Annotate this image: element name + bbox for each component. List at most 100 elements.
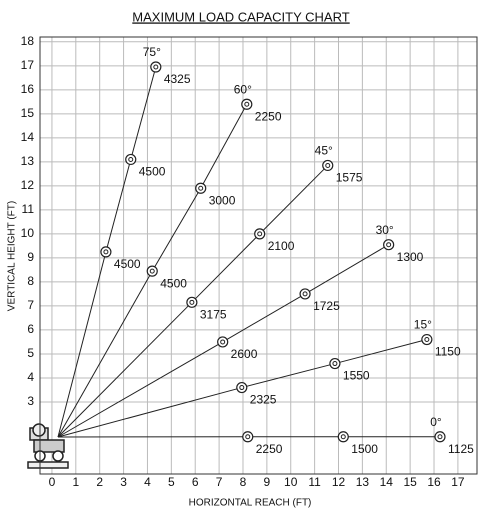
point-ring [187, 297, 197, 307]
chart-title: MAXIMUM LOAD CAPACITY CHART [132, 9, 349, 24]
y-tick-label: 10 [21, 226, 35, 240]
angle-label: 15° [414, 318, 432, 332]
point-ring [255, 229, 265, 239]
x-tick-label: 15 [403, 475, 417, 489]
point [237, 383, 247, 393]
point [255, 229, 265, 239]
point [300, 289, 310, 299]
x-tick-label: 14 [380, 475, 394, 489]
point [101, 247, 111, 257]
x-tick-label: 5 [168, 475, 175, 489]
x-tick-label: 3 [120, 475, 127, 489]
point-ring [323, 160, 333, 170]
y-tick-label: 18 [21, 34, 35, 48]
load-label: 1500 [351, 442, 378, 456]
angle-label: 75° [143, 45, 161, 59]
y-tick-label: 15 [21, 106, 35, 120]
load-label: 2100 [268, 239, 295, 253]
point [196, 183, 206, 193]
x-tick-label: 13 [356, 475, 370, 489]
load-label: 3000 [209, 193, 236, 207]
load-label: 2325 [250, 393, 277, 407]
angle-label: 60° [234, 82, 252, 96]
point-ring [243, 432, 253, 442]
boom-line [58, 342, 223, 437]
chart: MAXIMUM LOAD CAPACITY CHART HORIZONTAL R… [0, 0, 483, 510]
point [422, 335, 432, 345]
angle-label: 30° [376, 223, 394, 237]
x-tick-label: 17 [451, 475, 465, 489]
angle-label: 0° [430, 415, 442, 429]
point-ring [300, 289, 310, 299]
load-label: 1150 [435, 345, 461, 359]
boom-line [58, 388, 242, 437]
load-label: 1725 [313, 299, 340, 313]
load-label: 4325 [164, 72, 191, 86]
point-ring [338, 432, 348, 442]
x-tick-label: 6 [192, 475, 199, 489]
x-tick-label: 4 [144, 475, 151, 489]
point-ring [422, 335, 432, 345]
load-label: 4500 [139, 165, 166, 179]
point-ring [384, 240, 394, 250]
x-tick-label: 12 [332, 475, 346, 489]
y-tick-label: 5 [27, 346, 34, 360]
y-tick-label: 6 [27, 322, 34, 336]
y-tick-label: 11 [22, 202, 35, 216]
y-tick-label: 9 [27, 250, 34, 264]
load-label: 2250 [256, 442, 283, 456]
point-ring [237, 383, 247, 393]
point [242, 99, 252, 109]
x-tick-label: 7 [216, 475, 223, 489]
point [323, 160, 333, 170]
y-tick-label: 16 [21, 82, 35, 96]
load-label: 2250 [255, 109, 282, 123]
y-tick-label: 12 [21, 178, 35, 192]
y-tick-label: 14 [21, 130, 35, 144]
boom-line [58, 252, 106, 437]
point [187, 297, 197, 307]
load-label: 4500 [160, 276, 187, 290]
y-tick-label: 7 [27, 298, 34, 312]
point-ring [242, 99, 252, 109]
point [218, 337, 228, 347]
point-ring [196, 183, 206, 193]
load-label: 1575 [336, 171, 363, 185]
point [435, 432, 445, 442]
x-axis-label: HORIZONTAL REACH (FT) [189, 498, 312, 509]
point-ring [147, 266, 157, 276]
point [151, 62, 161, 72]
load-label: 1300 [397, 250, 424, 264]
point-ring [218, 337, 228, 347]
x-tick-label: 0 [49, 475, 56, 489]
point-ring [435, 432, 445, 442]
load-label: 1550 [343, 369, 370, 383]
point [243, 432, 253, 442]
y-axis-label: VERTICAL HEIGHT (FT) [7, 201, 18, 311]
x-tick-label: 1 [72, 475, 79, 489]
point [126, 154, 136, 164]
load-label: 1125 [448, 442, 474, 456]
y-tick-label: 13 [21, 154, 35, 168]
point [338, 432, 348, 442]
x-tick-label: 9 [264, 475, 271, 489]
angle-label: 45° [315, 144, 333, 158]
point-ring [101, 247, 111, 257]
load-label: 3175 [200, 307, 227, 321]
x-tick-label: 11 [308, 475, 321, 489]
point-ring [126, 154, 136, 164]
point [330, 359, 340, 369]
x-tick-label: 10 [284, 475, 298, 489]
point-ring [151, 62, 161, 72]
load-label: 4500 [114, 257, 141, 271]
x-tick-label: 16 [427, 475, 441, 489]
point [384, 240, 394, 250]
load-label: 2600 [231, 347, 258, 361]
y-tick-label: 3 [27, 394, 34, 408]
x-tick-label: 8 [240, 475, 247, 489]
point [147, 266, 157, 276]
point-ring [330, 359, 340, 369]
y-tick-label: 4 [27, 370, 34, 384]
y-tick-label: 17 [21, 58, 35, 72]
x-tick-label: 2 [96, 475, 103, 489]
